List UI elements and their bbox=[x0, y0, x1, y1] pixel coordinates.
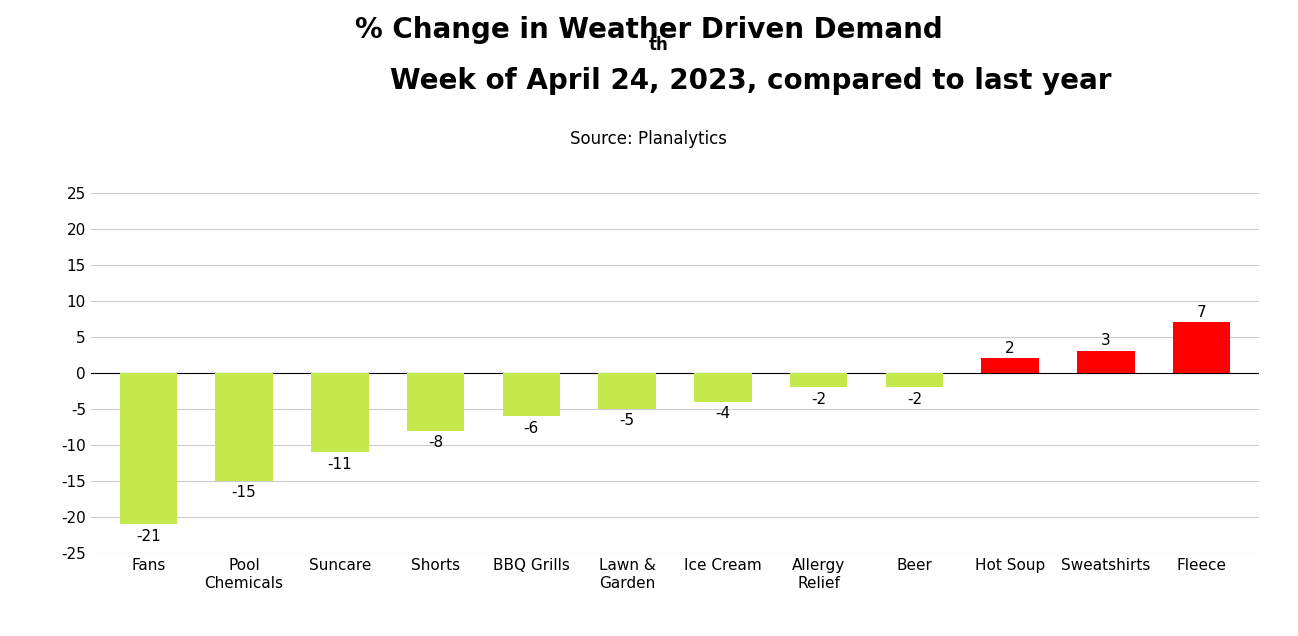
Text: Week of April 24: Week of April 24 bbox=[389, 67, 649, 95]
Text: -8: -8 bbox=[428, 435, 443, 450]
Text: , 2023, compared to last year: , 2023, compared to last year bbox=[649, 67, 1111, 95]
Bar bbox=[1077, 351, 1134, 373]
Bar bbox=[694, 373, 752, 402]
Text: -11: -11 bbox=[327, 457, 352, 472]
Text: -2: -2 bbox=[811, 392, 826, 406]
Text: -5: -5 bbox=[619, 413, 635, 428]
Text: 2: 2 bbox=[1005, 341, 1015, 356]
Bar bbox=[981, 359, 1038, 373]
Text: -15: -15 bbox=[231, 485, 257, 501]
Bar bbox=[598, 373, 655, 409]
Text: 7: 7 bbox=[1197, 305, 1206, 319]
Bar bbox=[1173, 322, 1231, 373]
Text: -6: -6 bbox=[523, 420, 539, 436]
Text: -4: -4 bbox=[715, 406, 731, 421]
Bar bbox=[406, 373, 465, 431]
Text: -2: -2 bbox=[907, 392, 922, 406]
Bar bbox=[312, 373, 369, 452]
Text: -21: -21 bbox=[136, 529, 161, 544]
Bar bbox=[502, 373, 559, 416]
Text: Source: Planalytics: Source: Planalytics bbox=[571, 130, 727, 148]
Text: % Change in Weather Driven Demand: % Change in Weather Driven Demand bbox=[356, 16, 942, 44]
Bar bbox=[885, 373, 944, 387]
Bar bbox=[215, 373, 273, 481]
Bar bbox=[119, 373, 177, 525]
Text: 3: 3 bbox=[1101, 333, 1111, 349]
Bar bbox=[790, 373, 848, 387]
Text: th: th bbox=[649, 36, 668, 54]
